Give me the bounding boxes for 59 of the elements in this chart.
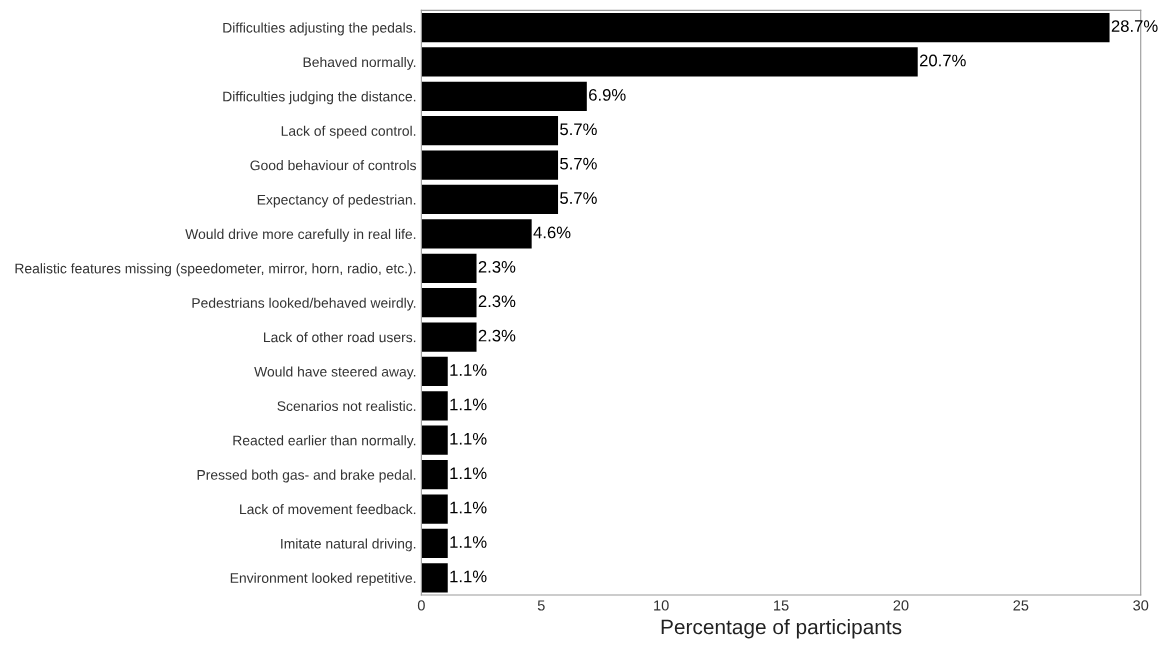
bar [421, 184, 559, 215]
data-label: 1.1% [450, 536, 487, 548]
y-tick-label: Imitate natural driving. [281, 538, 416, 552]
bar [421, 150, 559, 180]
data-label: 5.7% [560, 192, 597, 204]
data-label: 28.7% [1111, 20, 1158, 32]
y-tick-label: Environment looked repetitive. [230, 572, 416, 586]
y-tick-label: Lack of movement feedback. [240, 504, 416, 515]
data-label: 2.3% [478, 329, 516, 342]
data-label: 1.1% [450, 467, 487, 480]
y-tick-label: Expectancy of pedestrian. [257, 194, 416, 208]
x-tick-label: 30 [1133, 600, 1149, 611]
bar [421, 425, 448, 455]
y-tick-label: Pedestrians looked/behaved weirdly. [192, 297, 416, 311]
bar [421, 322, 477, 352]
bar [421, 12, 1110, 43]
bar [421, 288, 477, 318]
data-label: 2.3% [478, 260, 516, 273]
x-tick-label: 15 [774, 600, 789, 611]
data-label: 1.1% [450, 398, 487, 411]
bar [421, 116, 559, 146]
bar [421, 563, 448, 593]
y-tick-label: Difficulties judging the distance. [223, 91, 416, 105]
bar [421, 356, 448, 387]
bar [421, 494, 448, 524]
bar [421, 253, 477, 283]
y-tick-label: Pressed both gas- and brake pedal. [197, 469, 416, 483]
x-tick-label: 20 [893, 600, 909, 611]
x-tick-label: 25 [1013, 600, 1029, 611]
data-label: 1.1% [450, 570, 487, 583]
y-tick-label: Lack of speed control. [281, 125, 416, 139]
data-label: 6.9% [589, 88, 626, 101]
y-tick-label: Difficulties adjusting the pedals. [223, 22, 416, 36]
data-label: 5.7% [560, 123, 597, 136]
bar [421, 391, 448, 421]
bar [421, 81, 587, 111]
data-label: 1.1% [450, 364, 487, 376]
y-tick-label: Would have steered away. [254, 366, 416, 380]
x-tick-label: 10 [654, 600, 669, 611]
bar [421, 528, 448, 559]
data-label: 1.1% [450, 501, 487, 514]
x-axis-title: Percentage of participants [661, 619, 902, 639]
bar [421, 460, 448, 490]
bar [421, 47, 918, 77]
data-label: 4.6% [533, 226, 571, 239]
bar [421, 219, 532, 249]
y-tick-label: Good behaviour of controls [250, 160, 417, 171]
data-label: 5.7% [560, 157, 597, 170]
y-tick-label: Realistic features missing (speedometer, mirror, horn, radio, etc.). [15, 263, 416, 277]
data-label: 2.3% [478, 295, 516, 308]
y-tick-label: Lack of other road users. [264, 332, 416, 343]
data-label: 20.7% [919, 54, 966, 67]
y-tick-label: Would drive more carefully in real life. [185, 228, 416, 242]
x-tick-label: 0 [417, 600, 425, 611]
x-tick-label: 5 [537, 600, 545, 611]
y-tick-label: Reacted earlier than normally. [233, 435, 416, 449]
data-label: 1.1% [450, 432, 487, 445]
y-tick-label: Scenarios not realistic. [277, 400, 416, 412]
y-tick-label: Behaved normally. [303, 56, 416, 70]
